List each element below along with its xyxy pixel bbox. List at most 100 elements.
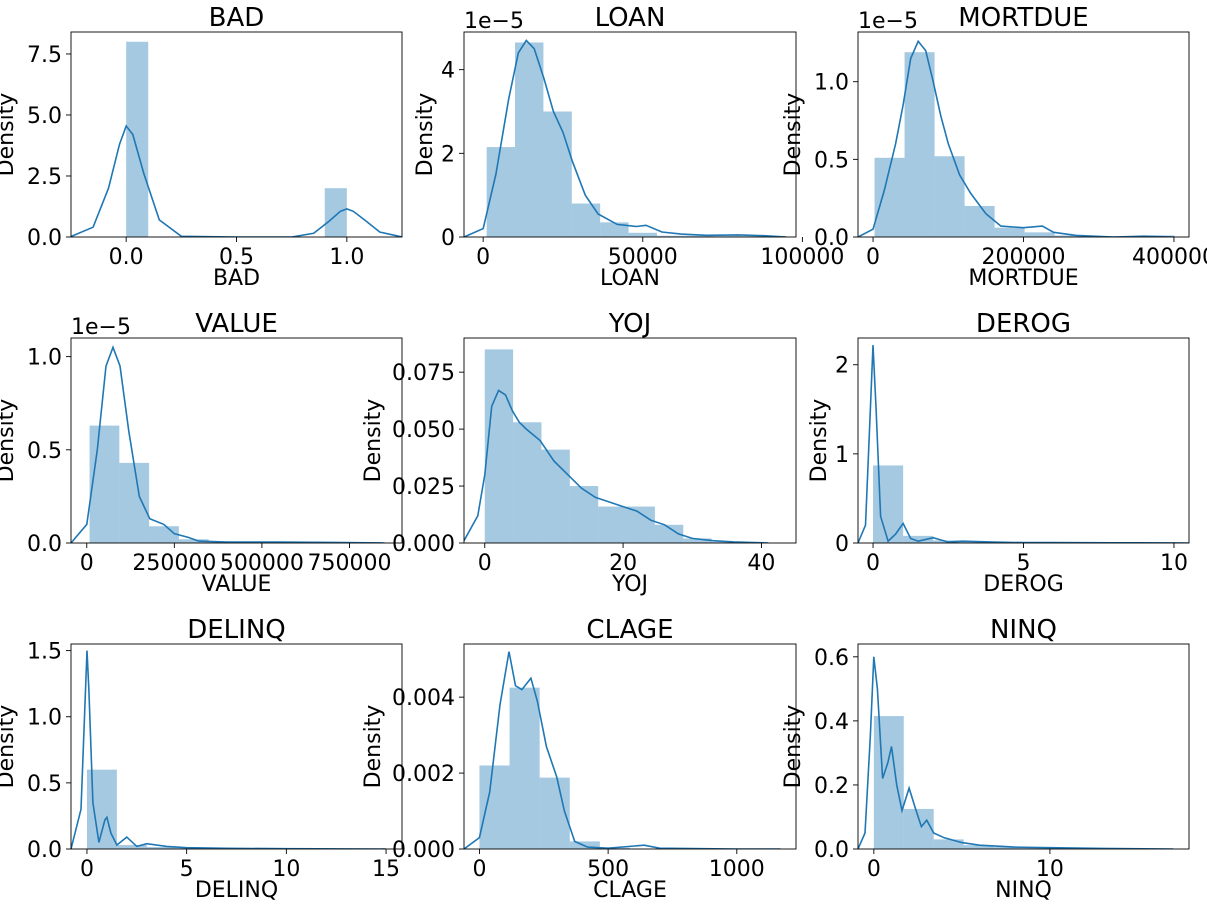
- axes-frame: [70, 643, 403, 850]
- kde-line: [858, 656, 1174, 849]
- hist-bar: [903, 535, 934, 543]
- hist-bar: [903, 808, 934, 849]
- y-axis-label: Density: [807, 399, 832, 483]
- axis-offset-text: 1e−5: [71, 315, 131, 340]
- axes-frame: [463, 643, 797, 850]
- bars: [873, 465, 1174, 543]
- axes-frame: [463, 31, 797, 238]
- hist-bar: [119, 462, 150, 543]
- y-tick-label: 1.5: [27, 640, 62, 665]
- kde-line: [71, 124, 402, 237]
- y-tick-label: 0.0: [27, 532, 62, 557]
- y-axis-label: Density: [0, 705, 19, 789]
- chart-title: CLAGE: [586, 615, 673, 645]
- x-tick-label: 5: [180, 857, 194, 882]
- hist-bar: [178, 539, 209, 543]
- kde-line: [464, 39, 787, 237]
- x-axis-label: BAD: [213, 266, 260, 291]
- chart-title: YOJ: [608, 309, 652, 339]
- axes-frame: [70, 31, 403, 238]
- y-tick-label: 0.000: [392, 532, 455, 557]
- y-tick-label: 0.5: [27, 772, 62, 797]
- hist-bar: [626, 506, 655, 543]
- x-tick-label: 0: [472, 857, 486, 882]
- axis-offset-text: 1e−5: [858, 9, 918, 34]
- x-axis-label: CLAGE: [593, 878, 667, 903]
- y-tick-label: 0.0: [814, 226, 849, 251]
- x-tick-label: 5: [1017, 551, 1031, 576]
- subplot-value: 0 250000 500000 750000 0.0 0.5 1.0 VALUE VALUE De…: [0, 309, 403, 597]
- kde-line: [464, 389, 769, 543]
- y-tick-label: 0.025: [392, 475, 455, 500]
- hist-bar: [964, 205, 995, 237]
- y-tick-label: 0.6: [814, 646, 849, 671]
- y-axis-label: Density: [0, 93, 19, 177]
- hist-bar: [654, 524, 684, 543]
- y-tick-label: 0.2: [814, 774, 849, 799]
- hist-bar: [146, 847, 177, 849]
- y-tick-label: 0: [835, 532, 849, 557]
- subplot-clage: 0 500 1000 0.000 0.002 0.004 CLAGE CLAGE Density: [361, 615, 797, 903]
- kde-line: [464, 651, 781, 849]
- axes-frame: [70, 337, 403, 544]
- hist-bar: [149, 526, 179, 543]
- x-tick-label: 200000: [982, 245, 1066, 270]
- x-tick-label: 0: [80, 857, 94, 882]
- y-tick-label: 1.0: [814, 71, 849, 96]
- hist-bar: [543, 111, 572, 237]
- hist-bar: [963, 845, 994, 849]
- x-axis-label: DEROG: [983, 572, 1064, 597]
- y-tick-label: 0.0: [814, 838, 849, 863]
- x-tick-label: 500000: [220, 551, 304, 576]
- x-tick-label: 40: [747, 551, 775, 576]
- chart-title: LOAN: [595, 3, 666, 33]
- x-tick-label: 0.0: [109, 245, 144, 270]
- x-tick-label: 0: [478, 551, 492, 576]
- y-axis-label: Density: [781, 705, 806, 789]
- hist-bar: [569, 486, 599, 543]
- x-axis-label: VALUE: [202, 572, 272, 597]
- hist-bar: [126, 41, 149, 237]
- x-tick-label: 20: [609, 551, 637, 576]
- y-tick-label: 1: [835, 443, 849, 468]
- hist-bar: [515, 42, 544, 237]
- y-axis-label: Density: [361, 399, 386, 483]
- hist-bar: [1024, 232, 1055, 237]
- y-tick-label: 1.0: [27, 706, 62, 731]
- hist-bar: [873, 465, 904, 543]
- x-tick-label: 0: [867, 857, 881, 882]
- x-axis-label: NINQ: [995, 878, 1052, 903]
- x-tick-label: 10: [272, 857, 300, 882]
- hist-bar: [904, 52, 935, 237]
- axes-frame: [857, 337, 1190, 544]
- hist-bar: [324, 188, 347, 237]
- subplot-yoj: 0 20 40 0.000 0.025 0.050 0.075 YOJ YOJ Density: [361, 309, 797, 597]
- bars: [486, 42, 771, 237]
- axes-frame: [857, 643, 1190, 850]
- bars: [86, 769, 387, 849]
- y-axis-label: Density: [413, 93, 438, 177]
- axis-offset-text: 1e−5: [464, 9, 524, 34]
- subplot-ninq: 0 10 0.0 0.2 0.4 0.6 NINQ NINQ Density: [781, 615, 1190, 903]
- y-tick-label: 7.5: [27, 43, 62, 68]
- bars: [479, 687, 781, 849]
- hist-bar: [600, 222, 629, 237]
- hist-bar: [484, 349, 514, 543]
- bars: [873, 716, 1174, 849]
- kde-line: [858, 345, 1189, 543]
- y-tick-label: 5.0: [27, 104, 62, 129]
- subplot-bad: 0.0 0.5 1.0 0.0 2.5 5.0 7.5 BAD BAD Density: [0, 3, 403, 291]
- x-tick-label: 1000: [709, 857, 765, 882]
- subplot-derog: 0 5 10 0 1 2 DEROG DEROG Density: [807, 309, 1190, 597]
- x-tick-label: 750000: [307, 551, 391, 576]
- x-axis-label: YOJ: [611, 572, 648, 597]
- x-tick-label: 0: [866, 551, 880, 576]
- axes-frame: [463, 337, 797, 544]
- hist-bar: [541, 449, 570, 543]
- hist-bar: [1054, 235, 1085, 237]
- x-tick-label: 15: [372, 857, 400, 882]
- hist-bar: [873, 716, 904, 849]
- hist-bar: [628, 232, 657, 237]
- y-tick-label: 0.0: [27, 838, 62, 863]
